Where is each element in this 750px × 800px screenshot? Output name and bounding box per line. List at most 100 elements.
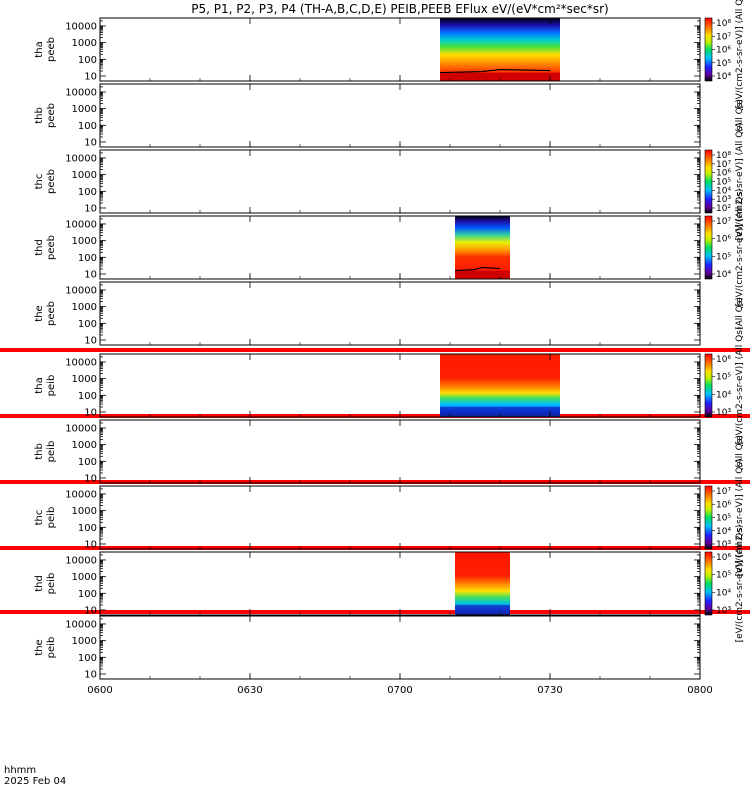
y-tick-label: 1000 [72,506,97,517]
panel-frame-thd_peib [99,551,701,616]
x-tick-label: 0800 [687,685,712,696]
y-tick-label: 100 [78,319,97,330]
spacecraft-potential-line-thd_peeb [454,266,501,272]
y-tick-label: 100 [78,457,97,468]
y-tick-label: 1000 [72,170,97,181]
y-tick-label: 1000 [72,374,97,385]
y-tick-label: 10 [84,335,97,346]
separator-band-5 [0,610,750,614]
y-label-thb_peeb-probe: thb [34,107,45,124]
panel-frame-thd_peeb [99,215,701,280]
separator-band-2 [0,414,750,418]
y-tick-label: 100 [78,121,97,132]
y-tick-label: 10000 [65,219,97,230]
y-tick-label: 1000 [72,302,97,313]
panel-frame-thb_peeb [99,83,701,148]
colorbar-tick-label: 10⁶ [716,500,731,510]
colorbar-tick-label: 10⁷ [716,487,731,497]
y-tick-label: 10000 [65,21,97,32]
colorbar-tick-label: 10⁷ [716,160,731,170]
y-tick-label: 10 [84,137,97,148]
y-tick-label: 10000 [65,153,97,164]
colorbar-tick-label: 10⁸ [716,19,731,29]
y-label-the_peib-type: peib [46,637,57,659]
y-tick-label: 100 [78,523,97,534]
spectrogram-thd_peib [455,552,510,615]
panel-frame-thc_peib [99,485,701,550]
colorbar-label-tha_peib: [eV/(cm2-s-sr-eV)] (All Qs) [735,327,745,445]
colorbar-tick-label: 10⁷ [716,217,731,227]
y-label-thc_peeb-probe: thc [34,174,45,190]
colorbar-tick-label: 10⁴ [716,588,731,598]
panel-frame-thb_peib [99,419,701,484]
y-label-thd_peib-type: peib [46,573,57,595]
colorbar-tick-label: 10² [716,204,731,214]
colorbar-tick-label: 10⁵ [716,373,731,383]
y-label-the_peeb-probe: the [34,305,45,321]
y-tick-label: 10 [84,407,97,418]
spectrogram-thd_peeb [455,216,510,279]
colorbar-tick-label: 10⁴ [716,527,731,537]
y-tick-label: 10 [84,473,97,484]
y-tick-label: 10 [84,669,97,680]
low-energy-noise-tha_peib [440,407,560,417]
spectrogram-tha_peib [440,354,560,417]
low-energy-band-tha_peeb [440,72,560,81]
colorbar-tha_peib [704,353,713,418]
panel-thb_peib: 10 100 1000 10000 thb peib (All Qs) [34,419,745,484]
colorbar-tick-label: 10⁶ [716,46,731,56]
separator-band-4 [0,546,750,550]
colorbar-tick-label: 10⁴ [716,270,731,280]
y-tick-label: 1000 [72,236,97,247]
colorbar-tha_peeb [704,17,713,82]
colorbar-tick-label: 10³ [716,408,731,418]
colorbar-tick-label: 10⁵ [716,514,731,524]
colorbar-label-thc_peeb: [eV/(cm2-s-sr-eV)] (All Qs) [735,123,745,241]
y-tick-label: 10 [84,605,97,616]
colorbar-tick-label: 10⁶ [716,355,731,365]
colorbar-thc_peeb [704,149,713,214]
y-tick-label: 10000 [65,423,97,434]
panel-frame-the_peeb [99,281,701,346]
y-label-tha_peib-type: peib [46,375,57,397]
panel-frame-thc_peeb [99,149,701,214]
y-tick-label: 10000 [65,357,97,368]
colorbar-label-thb_peib: (All Qs) [735,435,745,468]
y-label-thd_peeb-probe: thd [34,239,45,256]
colorbar-tick-label: 10⁴ [716,390,731,400]
y-label-thb_peib-probe: thb [34,443,45,460]
y-label-thc_peib-probe: thc [34,510,45,526]
y-tick-label: 100 [78,589,97,600]
colorbar-tick-label: 10⁵ [716,252,731,262]
y-label-thb_peib-type: peib [46,441,57,463]
colorbar-tick-label: 10³ [716,540,731,550]
colorbar-tick-label: 10³ [716,195,731,205]
y-label-the_peeb-type: peeb [46,301,57,326]
panel-frame-the_peib [99,615,701,680]
panel-thd_peeb: 10 100 1000 10000 thd peeb 10⁷ 10⁶ 10⁵ 10⁴ [eV/(cm… [34,189,745,307]
colorbar-label-thd_peeb: [eV/(cm2-s-sr-eV)] (All Qs) [735,189,745,307]
colorbar-thd_peeb [704,215,713,280]
colorbar-thc_peib [704,485,713,550]
colorbar-tick-label: 10⁴ [716,186,731,196]
panel-thb_peeb: 10 100 1000 10000 thb peeb (All Qs) [34,83,745,148]
panel-thd_peib: 10 100 1000 10000 thd peib 10⁶ 10⁵ 10⁴ 10³ [eV/(cm… [34,525,745,643]
y-tick-label: 1000 [72,38,97,49]
colorbar-label-thc_peib: [eV/(cm2-s-sr-eV)] (All Qs) [735,459,745,577]
y-label-tha_peib-probe: tha [34,377,45,393]
y-tick-label: 10000 [65,555,97,566]
colorbar-thd_peib [704,551,713,616]
y-tick-label: 10000 [65,87,97,98]
y-label-thd_peeb-type: peeb [46,235,57,260]
y-label-the_peib-probe: the [34,639,45,655]
panel-thc_peib: 10 100 1000 10000 thc peib 10⁷ 10⁶ 10⁵ 10⁴ 10³ [eV/… [34,459,745,577]
panel-frame-tha_peib [99,353,701,418]
panel-tha_peib: 10 100 1000 10000 tha peib 10⁶ 10⁵ 10⁴ 10³ [eV/(cm… [34,327,745,445]
y-tick-label: 10 [84,269,97,280]
colorbar-label-thb_peeb: (All Qs) [735,99,745,132]
y-label-thc_peib-type: peib [46,507,57,529]
colorbar-tick-label: 10⁶ [716,169,731,179]
y-label-tha_peeb-probe: tha [34,41,45,57]
